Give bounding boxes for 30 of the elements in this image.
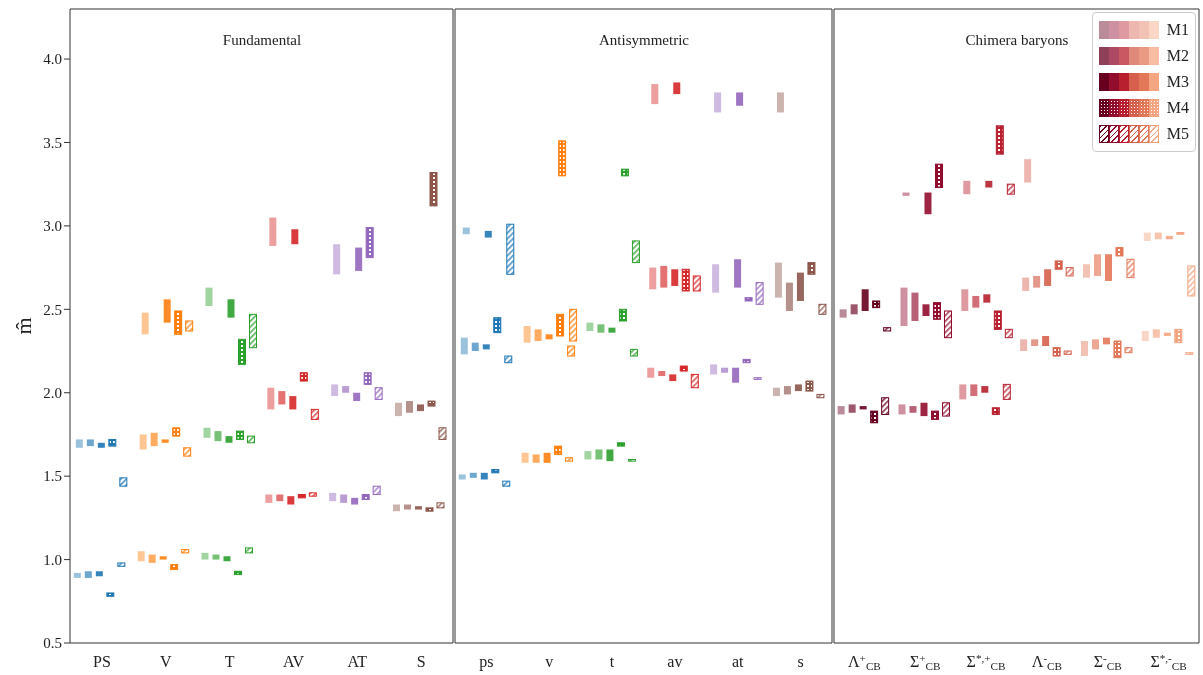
x-tick-label: T xyxy=(224,653,235,670)
y-tick-label: 1.0 xyxy=(43,551,62,568)
legend-label: M5 xyxy=(1166,125,1189,143)
legend-label: M4 xyxy=(1166,99,1189,117)
y-tick-label: 3.5 xyxy=(43,134,62,151)
y-tick-label: 0.5 xyxy=(43,635,62,652)
y-tick-label: 2.5 xyxy=(43,301,62,318)
x-tick-label: AT xyxy=(347,653,368,670)
y-tick-label: 2.0 xyxy=(43,385,62,402)
y-tick-label: 1.5 xyxy=(43,468,62,485)
x-tick-label: s xyxy=(797,653,804,670)
x-tick-label: ps xyxy=(479,653,494,671)
x-tick-label: V xyxy=(159,653,172,670)
legend-label: M2 xyxy=(1166,47,1189,65)
x-tick-label: PS xyxy=(93,653,111,670)
x-tick-label: at xyxy=(731,653,745,670)
x-tick-label: av xyxy=(667,653,683,670)
y-axis-title: m̂ xyxy=(10,315,37,337)
x-tick-label: S xyxy=(416,653,426,670)
text: Chimera baryons xyxy=(965,32,1069,48)
x-tick-label: t xyxy=(609,653,615,670)
bar xyxy=(1006,183,1015,195)
text: Fundamental xyxy=(221,32,303,49)
x-tick-label: AV xyxy=(282,653,305,670)
legend-label: M3 xyxy=(1166,73,1189,91)
y-tick-label: 4.0 xyxy=(43,51,62,68)
y-tick-label: 3.0 xyxy=(43,218,62,235)
text: Antisymmetric xyxy=(598,32,690,49)
legend-label: M1 xyxy=(1166,21,1189,39)
x-tick-label: v xyxy=(545,653,554,670)
